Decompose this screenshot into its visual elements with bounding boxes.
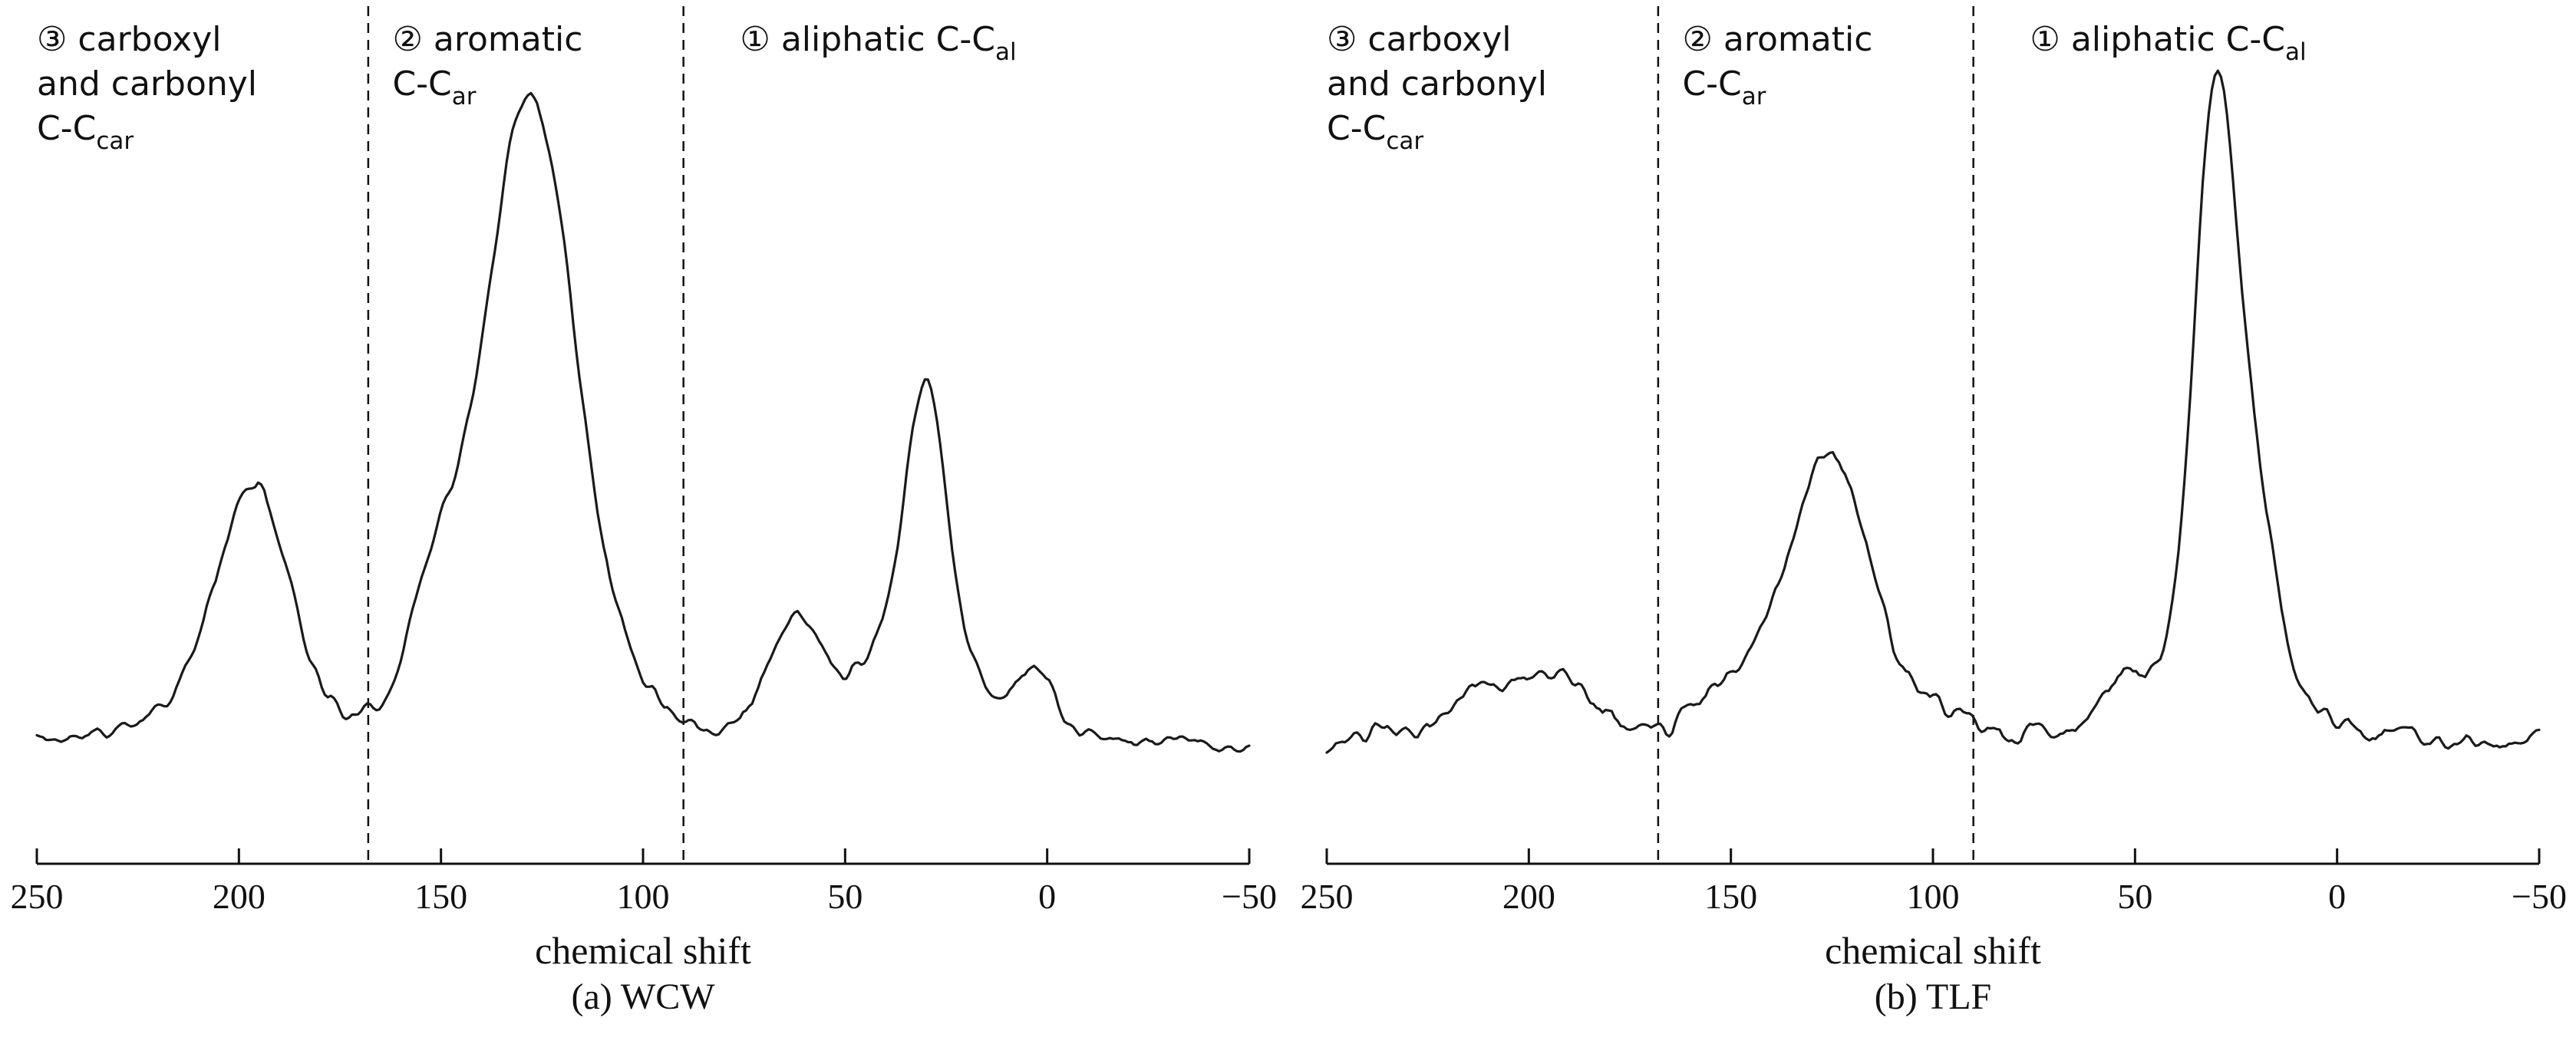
x-tick-label: 0 <box>1038 877 1056 916</box>
x-tick-label: 100 <box>1907 877 1960 916</box>
x-tick-label: −50 <box>2512 877 2567 916</box>
panel-tlf: 250 200 150 100 50 0 −50 chemical shift ③ carbox… <box>1296 5 2570 1020</box>
region-label: ② aromatic <box>1682 20 1872 59</box>
panel-wcw: 250 200 150 100 50 0 −50 chemical shift ③ carbox… <box>6 5 1280 1020</box>
x-tick-label: 250 <box>1301 877 1354 916</box>
x-tick-label: 200 <box>213 877 266 916</box>
x-tick-label: 100 <box>617 877 670 916</box>
x-tick-label: 250 <box>11 877 64 916</box>
caption-wcw: (a) WCW <box>571 977 715 1017</box>
region-label: C-Car <box>1682 64 1766 110</box>
region-label: C-Car <box>392 64 476 110</box>
x-tick-label: 150 <box>1704 877 1757 916</box>
region-label: ③ carboxyl <box>1327 20 1511 59</box>
x-tick-label: 50 <box>2117 877 2152 916</box>
x-tick-label: 200 <box>1502 877 1555 916</box>
region-label: ② aromatic <box>392 20 582 59</box>
region-label: and carbonyl <box>1327 64 1547 104</box>
x-tick-label: 0 <box>2328 877 2346 916</box>
spectrum-curve <box>35 91 1251 753</box>
x-axis-title: chemical shift <box>535 929 751 972</box>
region-label: C-Ccar <box>1327 109 1423 155</box>
region-label: ③ carboxyl <box>37 20 221 59</box>
x-tick-label: 50 <box>827 877 863 916</box>
x-tick-label: −50 <box>1222 877 1277 916</box>
nmr-figure: 250 200 150 100 50 0 −50 chemical shift ③ carbox… <box>6 5 2570 1020</box>
region-label: C-Ccar <box>37 109 134 155</box>
spectrum-plot-tlf: 250 200 150 100 50 0 −50 chemical shift ③ carbox… <box>1301 6 2567 972</box>
spectrum-curve <box>1325 69 2541 754</box>
region-label: ① aliphatic C-Cal <box>740 20 1016 66</box>
region-label: ① aliphatic C-Cal <box>2030 20 2306 66</box>
caption-tlf: (b) TLF <box>1874 977 1992 1017</box>
spectrum-plot-wcw: 250 200 150 100 50 0 −50 chemical shift ③ carbox… <box>11 6 1277 972</box>
x-axis-title: chemical shift <box>1825 929 2041 972</box>
x-tick-label: 150 <box>414 877 467 916</box>
region-label: and carbonyl <box>37 64 257 104</box>
